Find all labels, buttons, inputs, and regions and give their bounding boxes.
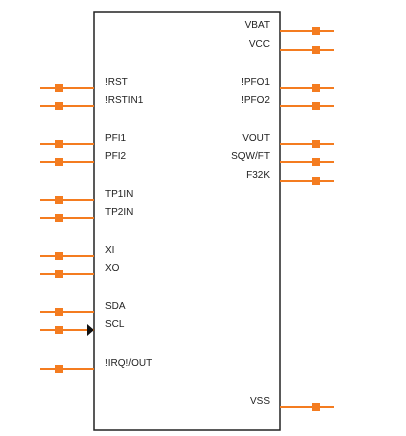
pin-label: XO xyxy=(105,263,120,274)
pin-label: F32K xyxy=(246,170,270,181)
pin-right-5: SQW/FT xyxy=(231,151,334,166)
pin-right-1: VCC xyxy=(249,39,334,54)
pin-label: VOUT xyxy=(242,133,270,144)
pin-left-2: PFI1 xyxy=(40,133,127,148)
pin-label: VCC xyxy=(249,39,270,50)
pin-left-3: PFI2 xyxy=(40,151,127,166)
pin-connection-point[interactable] xyxy=(55,326,63,334)
pin-label: VSS xyxy=(250,396,270,407)
pin-left-5: TP2IN xyxy=(40,207,133,222)
pin-connection-point[interactable] xyxy=(55,270,63,278)
pin-left-10: !IRQ!/OUT xyxy=(40,358,152,373)
pin-label: XI xyxy=(105,245,114,256)
pin-label: !RSTIN1 xyxy=(105,95,144,106)
pin-connection-point[interactable] xyxy=(55,196,63,204)
pin-label: !RST xyxy=(105,77,128,88)
component-body xyxy=(93,11,281,431)
pin-label: SQW/FT xyxy=(231,151,270,162)
pin-connection-point[interactable] xyxy=(312,102,320,110)
pin-connection-point[interactable] xyxy=(312,177,320,185)
pin-left-7: XO xyxy=(40,263,120,278)
pin-left-8: SDA xyxy=(40,301,126,316)
pin-label: PFI2 xyxy=(105,151,127,162)
pin-left-4: TP1IN xyxy=(40,189,133,204)
pin-connection-point[interactable] xyxy=(312,46,320,54)
pin-connection-point[interactable] xyxy=(55,308,63,316)
pin-left-6: XI xyxy=(40,245,114,260)
pin-label: PFI1 xyxy=(105,133,127,144)
right-pin-group: VBAT VCC !PFO1 !PFO2 VOUT SQW/FT F32K VSS xyxy=(231,20,334,411)
pin-label: !PFO1 xyxy=(241,77,270,88)
pin-label: SCL xyxy=(105,319,125,330)
pin-connection-point[interactable] xyxy=(55,140,63,148)
pin-connection-point[interactable] xyxy=(55,214,63,222)
pin-label: !PFO2 xyxy=(241,95,270,106)
pin-connection-point[interactable] xyxy=(312,158,320,166)
pin-right-7: VSS xyxy=(250,396,334,411)
clock-marker-icon xyxy=(87,324,94,336)
pin-connection-point[interactable] xyxy=(312,84,320,92)
pin-connection-point[interactable] xyxy=(55,102,63,110)
left-pin-group: !RST !RSTIN1 PFI1 PFI2 TP1IN TP2IN XI XO SDA SCL!… xyxy=(40,77,152,373)
pin-label: TP2IN xyxy=(105,207,133,218)
pin-label: VBAT xyxy=(245,20,270,31)
pin-connection-point[interactable] xyxy=(312,403,320,411)
pin-left-0: !RST xyxy=(40,77,128,92)
pin-connection-point[interactable] xyxy=(312,27,320,35)
pin-connection-point[interactable] xyxy=(312,140,320,148)
pin-left-1: !RSTIN1 xyxy=(40,95,144,110)
pin-right-6: F32K xyxy=(246,170,334,185)
pin-right-2: !PFO1 xyxy=(241,77,334,92)
pin-right-3: !PFO2 xyxy=(241,95,334,110)
pin-right-4: VOUT xyxy=(242,133,334,148)
pin-right-0: VBAT xyxy=(245,20,334,35)
pin-connection-point[interactable] xyxy=(55,365,63,373)
pin-left-9: SCL xyxy=(40,319,125,336)
pin-label: SDA xyxy=(105,301,126,312)
pin-label: TP1IN xyxy=(105,189,133,200)
pin-label: !IRQ!/OUT xyxy=(105,358,152,369)
pin-connection-point[interactable] xyxy=(55,252,63,260)
pin-connection-point[interactable] xyxy=(55,158,63,166)
pin-connection-point[interactable] xyxy=(55,84,63,92)
